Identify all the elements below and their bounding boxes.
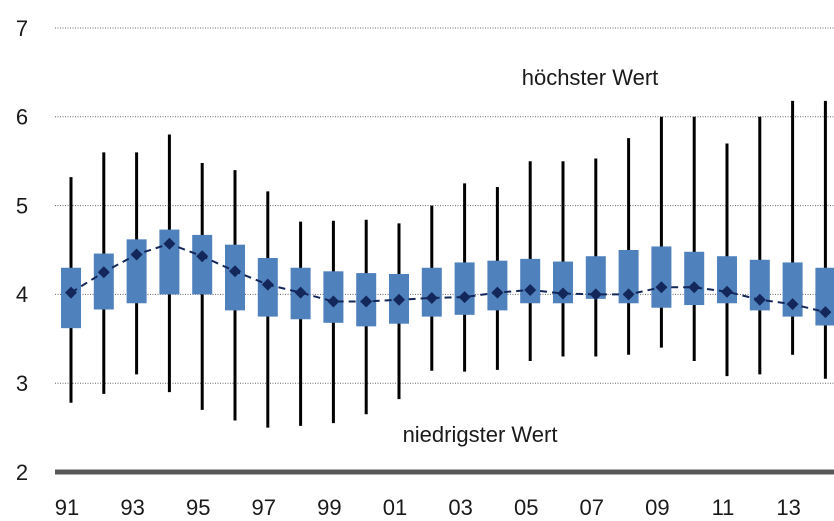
box [520, 258, 541, 304]
mean-marker [327, 295, 340, 308]
mean-marker [163, 237, 176, 250]
x-tick-label: 91 [55, 495, 79, 520]
mean-marker [655, 281, 668, 294]
mean-marker [557, 287, 569, 300]
annotation: höchster Wert [522, 65, 659, 90]
mean-marker [622, 288, 635, 301]
y-tick-label: 5 [16, 193, 28, 218]
x-tick-label: 99 [317, 495, 341, 520]
mean-marker [425, 291, 438, 304]
box [684, 251, 705, 306]
box [93, 253, 114, 310]
mean-marker [753, 293, 766, 306]
x-tick-label: 95 [186, 495, 210, 520]
box [225, 244, 245, 311]
box [618, 250, 639, 304]
box [192, 234, 213, 295]
mean-marker [196, 250, 209, 263]
mean-marker [721, 285, 733, 298]
x-tick-label: 13 [776, 495, 800, 520]
mean-line [70, 242, 826, 314]
mean-marker [65, 286, 77, 299]
annotation: niedrigster Wert [403, 422, 558, 447]
x-tick-label: 09 [645, 495, 669, 520]
box [585, 256, 606, 299]
x-tick-label: 01 [383, 495, 407, 520]
box [159, 229, 180, 295]
y-tick-label: 7 [16, 16, 28, 41]
box [487, 260, 508, 311]
mean-marker [458, 291, 471, 304]
mean-marker [819, 306, 832, 319]
mean-marker [130, 248, 143, 261]
x-tick-label: 93 [120, 495, 144, 520]
x-tick-label: 05 [514, 495, 538, 520]
y-tick-label: 2 [16, 460, 28, 485]
mean-marker [589, 288, 602, 301]
mean-marker [688, 281, 701, 294]
mean-marker [261, 278, 274, 291]
y-tick-label: 4 [16, 282, 28, 307]
x-tick-label: 11 [712, 495, 735, 520]
box [651, 246, 672, 308]
y-tick-label: 6 [16, 105, 28, 130]
mean-marker [229, 265, 241, 278]
mean-marker [294, 286, 307, 299]
mean-marker [786, 298, 799, 311]
box [454, 262, 475, 315]
box [782, 262, 803, 317]
x-tick-label: 07 [580, 495, 604, 520]
mean-marker [524, 283, 537, 296]
x-tick-label: 03 [448, 495, 472, 520]
mean-marker [491, 286, 504, 299]
y-tick-label: 3 [16, 371, 28, 396]
mean-marker [360, 295, 373, 308]
mean-marker [97, 266, 110, 279]
x-tick-label: 97 [252, 495, 276, 520]
mean-marker [393, 293, 405, 306]
